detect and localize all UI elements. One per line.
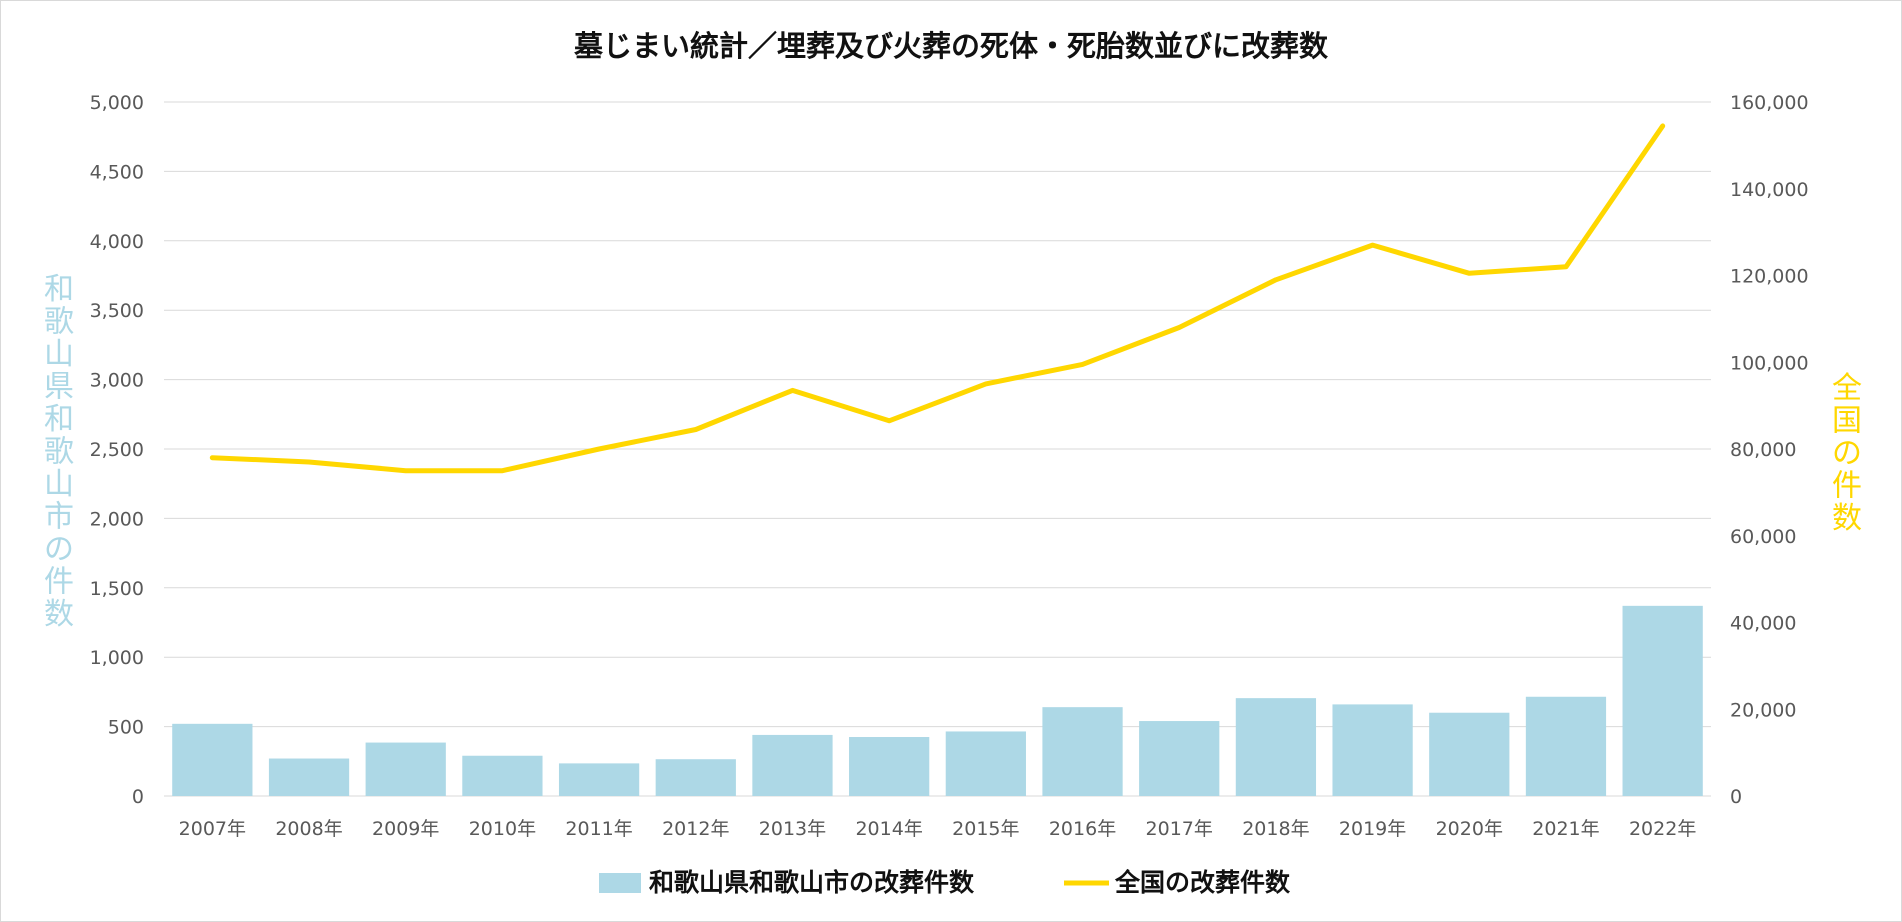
- bar-series: [172, 605, 1703, 796]
- left-tick-label: 4,000: [90, 231, 144, 253]
- axis-label-char: 和: [44, 272, 74, 307]
- axis-label-char: 歌: [44, 305, 74, 340]
- x-tick-label: 2021年: [1532, 818, 1599, 840]
- gridlines: [164, 101, 1711, 797]
- bar: [1525, 696, 1607, 796]
- left-tick-label: 3,000: [90, 370, 144, 392]
- right-tick-label: 20,000: [1730, 699, 1796, 721]
- axis-label-char: 国: [1832, 404, 1862, 439]
- left-tick-label: 1,000: [90, 647, 144, 669]
- axis-label-char: 山: [44, 337, 74, 372]
- bar: [558, 763, 640, 796]
- legend-line-label: 全国の改葬件数: [1114, 868, 1291, 897]
- x-tick-label: 2013年: [759, 818, 826, 840]
- x-axis-ticks: 2007年 2008年 2009年 2010年 2011年 2012年 2013年 2014年…: [179, 818, 1697, 840]
- bar: [172, 723, 253, 796]
- x-tick-label: 2008年: [275, 818, 342, 840]
- right-tick-label: 80,000: [1730, 439, 1796, 461]
- left-tick-label: 4,500: [90, 161, 144, 183]
- x-tick-label: 2014年: [855, 818, 922, 840]
- chart-title: 墓じまい統計／埋葬及び火葬の死体・死胎数並びに改葬数: [573, 29, 1329, 63]
- right-tick-label: 160,000: [1730, 92, 1809, 114]
- legend: 和歌山県和歌山市の改葬件数 全国の改葬件数: [599, 868, 1291, 897]
- left-tick-label: 1,500: [90, 578, 144, 600]
- axis-label-char: 山: [44, 467, 74, 502]
- bar: [752, 734, 833, 796]
- left-tick-label: 500: [108, 717, 144, 739]
- right-tick-label: 140,000: [1730, 179, 1809, 201]
- bar: [365, 742, 446, 796]
- right-tick-label: 40,000: [1730, 613, 1796, 635]
- line-path: [209, 123, 1666, 474]
- x-tick-label: 2018年: [1242, 818, 1309, 840]
- axis-label-char: 歌: [44, 435, 74, 470]
- bar: [1042, 707, 1123, 796]
- right-tick-label: 0: [1730, 786, 1742, 808]
- right-tick-label: 60,000: [1730, 526, 1796, 548]
- x-tick-label: 2020年: [1436, 818, 1503, 840]
- x-tick-label: 2016年: [1049, 818, 1116, 840]
- axis-label-char: の: [44, 532, 74, 567]
- bar: [1622, 605, 1703, 796]
- left-tick-label: 2,000: [90, 508, 144, 530]
- axis-label-char: 全: [1832, 371, 1862, 406]
- legend-bar-swatch: [599, 873, 641, 893]
- bar: [1139, 721, 1220, 796]
- x-tick-label: 2017年: [1146, 818, 1213, 840]
- axis-label-char: 数: [1832, 501, 1862, 536]
- bar: [945, 731, 1026, 796]
- legend-bar-label: 和歌山県和歌山市の改葬件数: [649, 868, 975, 897]
- x-tick-label: 2007年: [179, 818, 246, 840]
- left-tick-label: 0: [132, 786, 144, 808]
- axis-label-char: 市: [44, 500, 74, 535]
- axis-label-char: 数: [44, 597, 74, 632]
- axis-label-char: の: [1832, 436, 1862, 471]
- line-series: [209, 123, 1666, 474]
- bar: [1235, 698, 1317, 796]
- x-tick-label: 2009年: [372, 818, 439, 840]
- axis-label-char: 件: [44, 565, 74, 600]
- x-tick-label: 2010年: [469, 818, 536, 840]
- x-tick-label: 2022年: [1629, 818, 1696, 840]
- axis-label-char: 和: [44, 402, 74, 437]
- x-tick-label: 2011年: [565, 818, 632, 840]
- right-axis-ticks: 0 20,000 40,000 60,000 80,000 100,000 120,000 1…: [1730, 92, 1809, 808]
- left-tick-label: 2,500: [90, 439, 144, 461]
- right-tick-label: 100,000: [1730, 352, 1809, 374]
- bar: [849, 737, 930, 796]
- left-axis-ticks: 0 500 1,000 1,500 2,000 2,500 3,000 3,500 4,000 4…: [90, 92, 144, 808]
- axis-label-char: 件: [1832, 469, 1862, 504]
- bar: [1429, 712, 1510, 796]
- bar: [1332, 704, 1413, 796]
- bar: [462, 755, 543, 796]
- bar: [655, 759, 736, 796]
- x-tick-label: 2012年: [662, 818, 729, 840]
- x-tick-label: 2019年: [1339, 818, 1406, 840]
- left-tick-label: 3,500: [90, 300, 144, 322]
- axis-label-char: 県: [44, 370, 74, 405]
- right-tick-label: 120,000: [1730, 266, 1809, 288]
- left-tick-label: 5,000: [90, 92, 144, 114]
- bar: [268, 758, 350, 796]
- x-tick-label: 2015年: [952, 818, 1019, 840]
